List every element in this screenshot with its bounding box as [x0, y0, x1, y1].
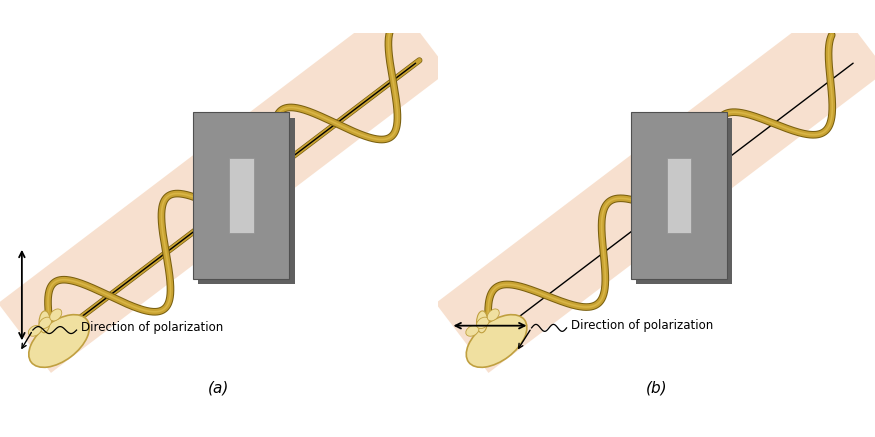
Ellipse shape: [477, 317, 489, 329]
Polygon shape: [193, 112, 290, 279]
Polygon shape: [436, 1, 875, 373]
Text: Direction of polarization: Direction of polarization: [81, 321, 223, 334]
Polygon shape: [229, 158, 254, 232]
Polygon shape: [199, 118, 295, 284]
Ellipse shape: [487, 309, 500, 321]
Polygon shape: [0, 1, 449, 373]
Text: (a): (a): [208, 381, 229, 395]
Polygon shape: [667, 158, 691, 232]
Polygon shape: [631, 112, 727, 279]
Ellipse shape: [477, 311, 487, 333]
Ellipse shape: [28, 326, 41, 336]
Ellipse shape: [466, 315, 527, 368]
Ellipse shape: [29, 315, 89, 368]
Ellipse shape: [50, 309, 62, 321]
Text: (b): (b): [646, 381, 667, 395]
Ellipse shape: [39, 317, 52, 329]
Polygon shape: [636, 118, 732, 284]
Ellipse shape: [39, 311, 50, 333]
Ellipse shape: [466, 326, 479, 336]
Text: Direction of polarization: Direction of polarization: [571, 319, 713, 332]
